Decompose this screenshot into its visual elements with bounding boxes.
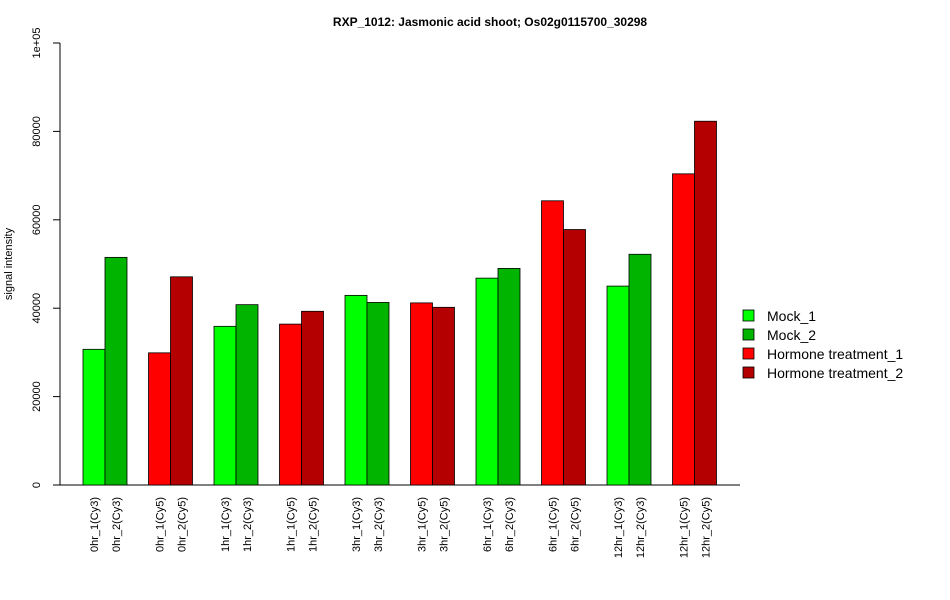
- bar: [366, 302, 390, 486]
- x-tick-label: 0hr_1(Cy3): [89, 497, 101, 552]
- bar: [497, 268, 521, 486]
- bar: [148, 352, 171, 486]
- x-tick-label: 1hr_1(Cy3): [220, 497, 232, 552]
- x-tick-label: 1hr_1(Cy5): [286, 497, 298, 552]
- bar: [104, 256, 128, 486]
- y-tick-label: 1e+05: [31, 28, 43, 59]
- x-tick-label: 0hr_2(Cy5): [177, 497, 189, 552]
- legend-label: Hormone treatment_2: [767, 365, 903, 381]
- bar: [344, 294, 368, 486]
- y-axis: 0 20000 40000 60000 80000 1e+05: [31, 28, 61, 488]
- bar: [170, 276, 193, 486]
- x-tick-label: 3hr_2(Cy3): [373, 497, 385, 552]
- bar: [82, 348, 106, 486]
- legend-swatch: [742, 328, 755, 341]
- legend-label: Mock_2: [767, 327, 816, 343]
- bar: [541, 200, 564, 486]
- y-tick-label: 20000: [31, 381, 43, 412]
- x-tick-label: 12hr_2(Cy5): [701, 497, 713, 558]
- x-tick-label: 12hr_2(Cy3): [635, 497, 647, 558]
- bar: [606, 285, 630, 486]
- x-tick-label: 3hr_2(Cy5): [439, 497, 451, 552]
- x-tick-label: 0hr_2(Cy3): [111, 497, 123, 552]
- legend-label: Hormone treatment_1: [767, 346, 903, 362]
- bar: [432, 306, 455, 486]
- bar: [628, 253, 652, 486]
- legend: Mock_1 Mock_2 Hormone treatment_1 Hormone t…: [742, 308, 903, 381]
- x-tick-labels: 0hr_1(Cy3) 0hr_2(Cy3) 0hr_1(Cy5) 0hr_2(Cy5)…: [89, 497, 713, 558]
- x-tick-label: 3hr_1(Cy5): [417, 497, 429, 552]
- y-tick-label: 0: [31, 482, 43, 488]
- bar: [235, 304, 259, 486]
- y-tick-label: 40000: [31, 293, 43, 324]
- y-axis-label: signal intensity: [3, 227, 15, 300]
- x-tick-label: 6hr_2(Cy5): [570, 497, 582, 552]
- x-tick-label: 12hr_1(Cy5): [679, 497, 691, 558]
- bar: [475, 277, 499, 486]
- legend-swatch: [742, 309, 755, 322]
- bar: [694, 120, 717, 486]
- x-tick-label: 6hr_1(Cy3): [482, 497, 494, 552]
- bar: [279, 323, 302, 486]
- x-tick-label: 0hr_1(Cy5): [155, 497, 167, 552]
- legend-swatch: [742, 347, 755, 360]
- bar: [410, 302, 433, 486]
- bar: [563, 229, 586, 486]
- y-tick-label: 60000: [31, 205, 43, 236]
- bar: [213, 325, 237, 486]
- chart-title: RXP_1012: Jasmonic acid shoot; Os02g0115…: [333, 15, 648, 29]
- x-tick-label: 6hr_2(Cy3): [504, 497, 516, 552]
- x-tick-label: 3hr_1(Cy3): [351, 497, 363, 552]
- x-tick-label: 1hr_2(Cy3): [242, 497, 254, 552]
- x-tick-label: 6hr_1(Cy5): [548, 497, 560, 552]
- y-tick-label: 80000: [31, 116, 43, 147]
- legend-label: Mock_1: [767, 308, 816, 324]
- bar: [301, 310, 324, 486]
- bar: [672, 173, 695, 486]
- x-tick-label: 12hr_1(Cy3): [613, 497, 625, 558]
- x-tick-label: 1hr_2(Cy5): [308, 497, 320, 552]
- bars: [82, 120, 717, 486]
- legend-swatch: [742, 366, 755, 379]
